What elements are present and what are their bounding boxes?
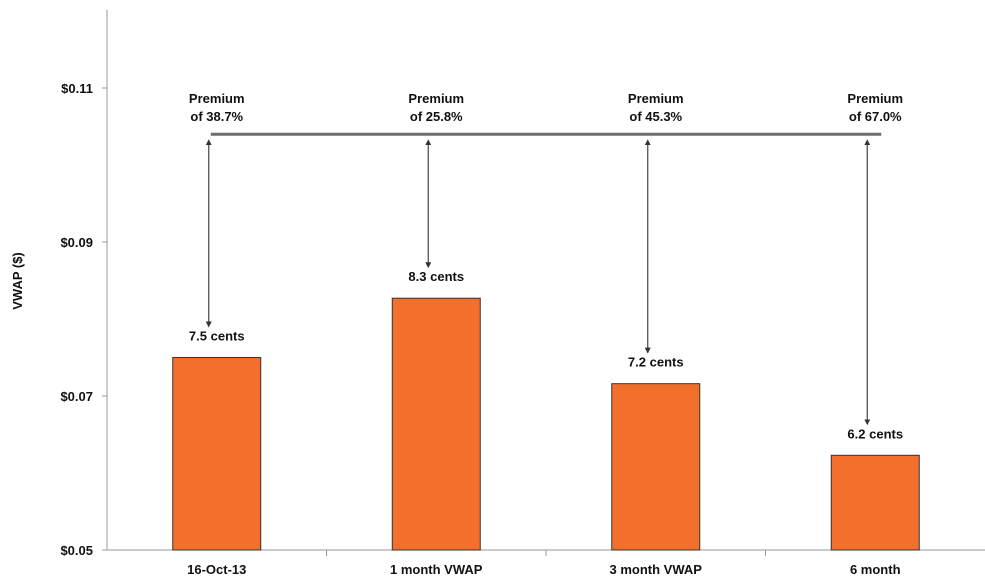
bar	[391, 297, 481, 551]
y-tick-label: $0.09	[60, 235, 93, 250]
premium-label: Premium of 25.8%	[408, 91, 464, 124]
bar-data-label: 7.2 cents	[628, 355, 684, 370]
x-tick-label: 6 month	[850, 562, 901, 577]
premium-label-line: of 25.8%	[410, 109, 463, 124]
x-tick-label: 16-Oct-13	[187, 562, 246, 577]
premium-label: Premium of 45.3%	[628, 91, 684, 124]
bar	[172, 357, 262, 551]
bar	[611, 383, 701, 551]
y-tick-label: $0.07	[60, 389, 93, 404]
x-tick-label: 1 month VWAP	[390, 562, 483, 577]
premium-label-line: Premium	[628, 91, 684, 106]
bar-data-label: 6.2 cents	[847, 426, 903, 441]
premium-label-line: of 45.3%	[629, 109, 682, 124]
premium-label-line: Premium	[847, 91, 903, 106]
premium-label-line: Premium	[408, 91, 464, 106]
y-tick-label: $0.11	[61, 81, 93, 96]
bar	[830, 454, 920, 551]
premium-label-line: of 38.7%	[190, 109, 243, 124]
y-axis-label: VWAP ($)	[10, 252, 25, 310]
bar-data-label: 7.5 cents	[189, 329, 245, 344]
premium-label: Premium of 67.0%	[847, 91, 903, 124]
premium-label: Premium of 38.7%	[189, 91, 245, 124]
bar-data-label: 8.3 cents	[408, 269, 464, 284]
x-tick-label: 3 month VWAP	[610, 562, 703, 577]
premium-label-line: of 67.0%	[849, 109, 902, 124]
premium-label-line: Premium	[189, 91, 245, 106]
y-tick-label: $0.05	[60, 543, 93, 558]
